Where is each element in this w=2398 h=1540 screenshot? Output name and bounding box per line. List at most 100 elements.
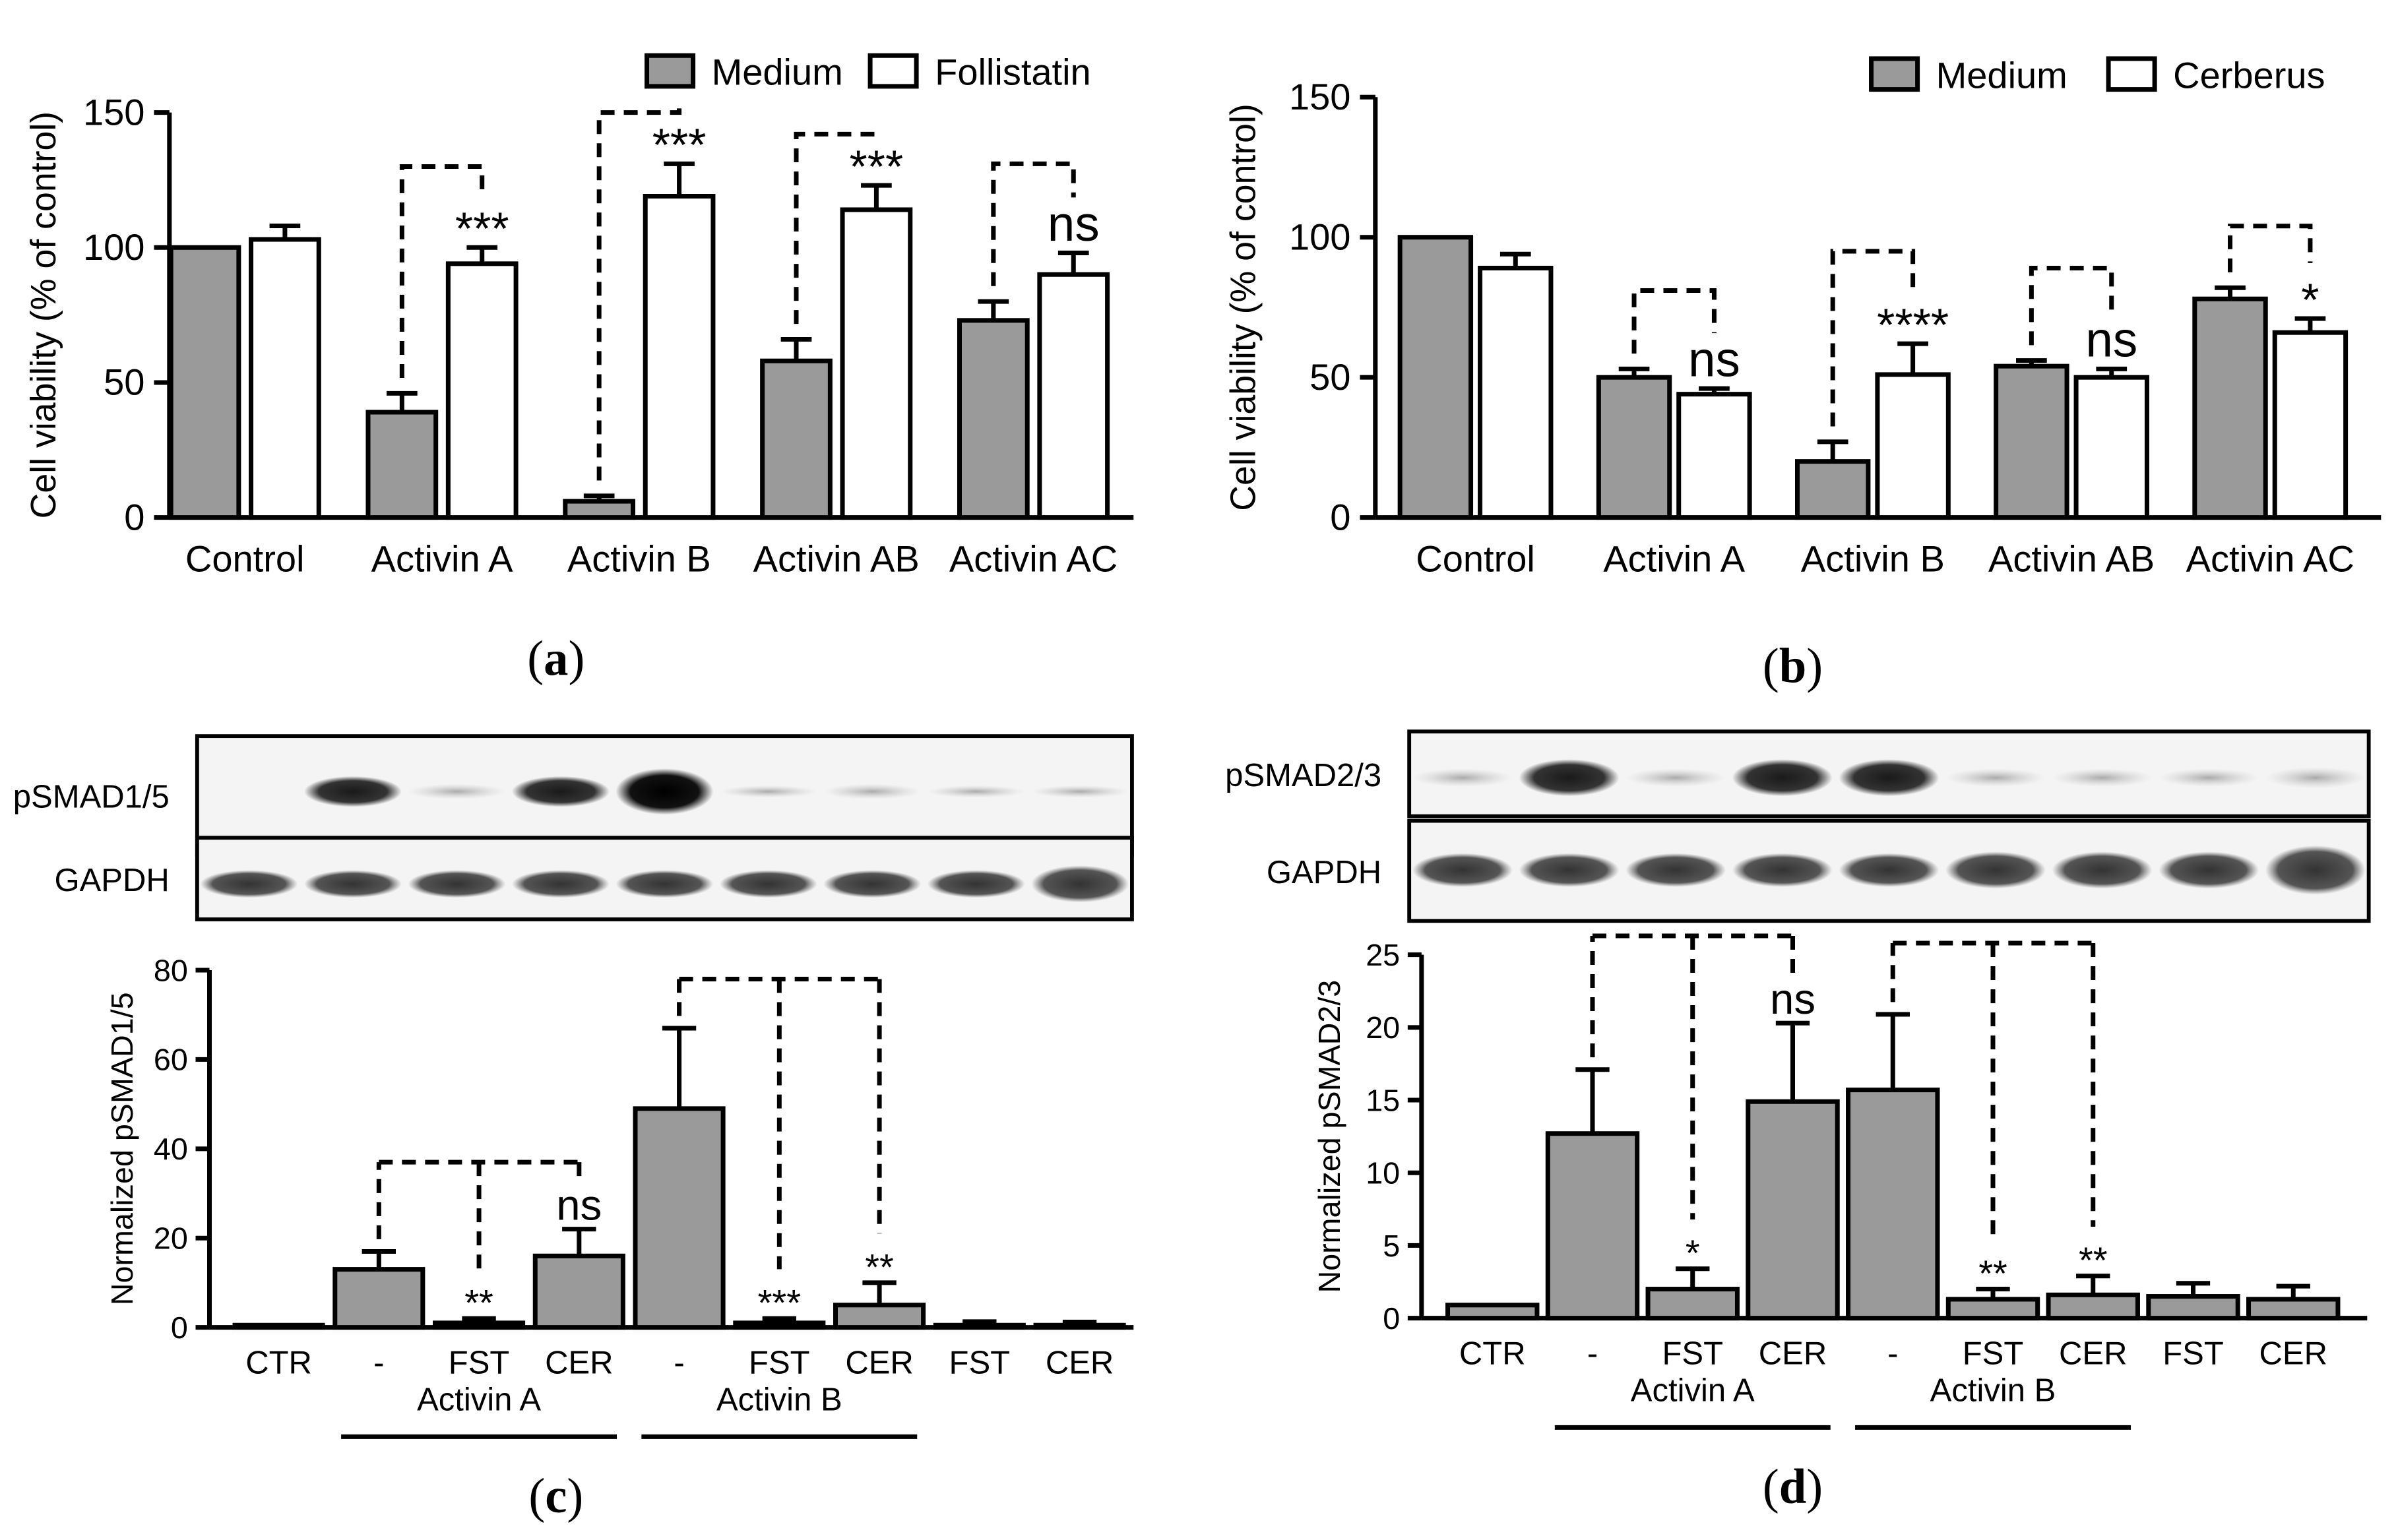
x-tick-label: CER — [1759, 1336, 1827, 1372]
blot-band — [615, 768, 714, 815]
blot-band — [1412, 853, 1513, 887]
legend-entry: Cerberus — [2173, 54, 2325, 96]
group-label: Activin A — [1631, 1373, 1755, 1409]
significance-bracket — [2228, 224, 2313, 272]
y-tick-label: 20 — [154, 1221, 188, 1256]
bar — [532, 1253, 625, 1330]
blot-band — [1625, 853, 1726, 887]
x-tick-label: FST — [749, 1345, 810, 1381]
blot-band — [408, 784, 506, 799]
blot-band — [927, 870, 1025, 898]
bar — [1033, 1322, 1126, 1330]
significance-bracket — [991, 161, 1076, 286]
bar-medium — [2192, 296, 2268, 520]
significance-bracket — [596, 108, 682, 481]
bar — [1746, 1099, 1840, 1321]
blot-band — [927, 785, 1025, 798]
significance-label: ns — [1770, 975, 1815, 1023]
blot-band — [511, 776, 610, 807]
blot-band — [2159, 851, 2259, 889]
x-tick-label: - — [1887, 1336, 1898, 1372]
blot-band — [823, 870, 922, 898]
bar-medium — [365, 410, 439, 520]
panel-d: 0 5 10 15 20 25 Normalized pSMAD2/3 CTR - FST * CER… — [1312, 933, 2368, 1430]
group-label: Activin B — [716, 1382, 842, 1418]
legend-entry: Medium — [712, 51, 843, 93]
blot-band — [2159, 768, 2259, 787]
significance-label: ns — [2085, 312, 2137, 367]
blot-band — [1732, 759, 1833, 797]
blot-band — [2052, 768, 2153, 787]
bar — [2246, 1297, 2341, 1321]
significance-label: ns — [556, 1181, 602, 1229]
significance-label: * — [2301, 274, 2319, 325]
bar — [733, 1320, 826, 1330]
y-tick-label: 40 — [154, 1132, 188, 1166]
significance-label: ns — [1048, 196, 1100, 251]
x-tick-label: FST — [449, 1345, 510, 1381]
bar — [2046, 1292, 2140, 1321]
y-tick-label: 0 — [1383, 1301, 1400, 1336]
bar-follistatin — [840, 207, 913, 520]
blot-band — [1519, 759, 1620, 797]
x-tick-label: FST — [2162, 1336, 2224, 1372]
significance-bracket — [1830, 249, 1916, 427]
significance-label: * — [1686, 1232, 1700, 1274]
significance-label: ** — [865, 1246, 894, 1287]
y-tick-label: 10 — [1366, 1156, 1400, 1190]
bar — [1645, 1287, 1740, 1321]
blot-band — [1625, 768, 1726, 787]
panel-label-b: (b) — [1763, 638, 1823, 693]
blot-band — [2265, 845, 2366, 895]
legend-entry: Medium — [1936, 54, 2067, 96]
y-tick-label: 0 — [171, 1310, 188, 1345]
y-tick-label: 100 — [83, 226, 144, 268]
x-tick-label: Control — [1416, 538, 1535, 579]
bar-follistatin — [445, 261, 519, 520]
blot-band — [1732, 853, 1833, 887]
x-tick-label: - — [674, 1345, 684, 1381]
blot-band — [1839, 759, 1940, 797]
x-tick-label: Activin B — [1801, 538, 1945, 579]
legend-swatch — [1869, 56, 1920, 92]
panel-label-c: (c) — [528, 1469, 583, 1524]
y-tick-label: 150 — [83, 91, 144, 133]
blot-band — [719, 870, 817, 898]
blot-row-label: pSMAD2/3 — [1225, 758, 1381, 793]
y-tick-label: 150 — [1289, 76, 1350, 117]
x-tick-label: CTR — [245, 1345, 312, 1381]
blot-row-label: GAPDH — [54, 863, 169, 898]
western-blot-d: pSMAD2/3 GAPDH — [1225, 729, 2371, 923]
x-tick-label: - — [373, 1345, 384, 1381]
bar-cerberus — [1478, 265, 1554, 520]
bar — [1945, 1297, 2040, 1321]
y-axis-label: Normalized pSMAD2/3 — [1312, 980, 1346, 1293]
y-tick-label: 50 — [104, 361, 144, 403]
legend-swatch — [645, 53, 696, 89]
significance-label: *** — [758, 1281, 801, 1323]
blot-band — [304, 776, 402, 807]
blot-band — [719, 785, 817, 798]
bar-medium — [168, 245, 241, 520]
blot-row-label: GAPDH — [1267, 855, 1381, 890]
bar-medium — [957, 318, 1030, 520]
x-tick-label: Control — [185, 538, 305, 579]
y-tick-label: 100 — [1289, 216, 1350, 257]
bar-medium — [1994, 363, 2069, 520]
blot-row-label: pSMAD1/5 — [13, 780, 170, 815]
bar — [433, 1320, 526, 1330]
x-tick-label: Activin A — [1603, 538, 1745, 579]
blot-band — [1945, 851, 2046, 889]
blot-band — [200, 870, 298, 898]
legend-swatch — [868, 53, 919, 89]
bar — [232, 1322, 325, 1330]
significance-label: **** — [1877, 299, 1949, 351]
x-tick-label: Activin B — [567, 538, 711, 579]
bar — [833, 1303, 926, 1330]
bar-medium — [563, 499, 636, 520]
y-tick-label: 0 — [124, 496, 144, 538]
significance-label: *** — [455, 203, 509, 255]
x-tick-label: Activin AC — [2186, 538, 2354, 579]
significance-bracket — [794, 130, 879, 324]
